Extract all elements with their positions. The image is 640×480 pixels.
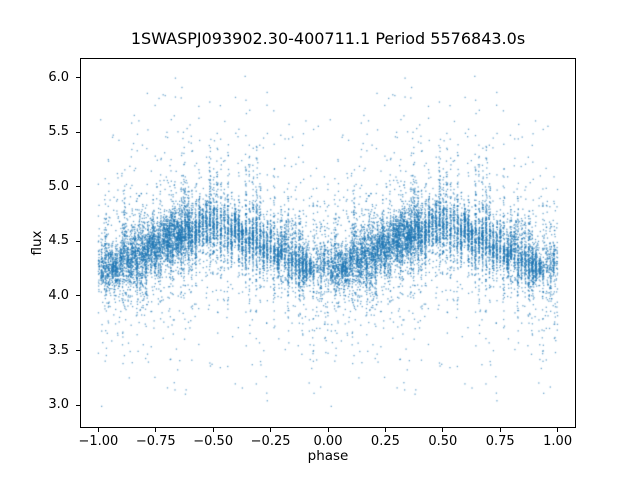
x-tick-label: −1.00 [78,434,119,449]
x-tick-mark [327,428,329,432]
x-tick-mark [270,428,272,432]
x-tick-label: 0.75 [485,434,515,449]
x-tick-label: −0.50 [193,434,234,449]
x-tick-label: 0.00 [313,434,343,449]
y-tick-label: 4.5 [48,233,69,249]
y-tick-mark [76,186,80,188]
x-axis-label: phase [307,448,349,464]
y-tick-label: 4.0 [48,287,69,303]
x-tick-mark [212,428,214,432]
y-tick-mark [76,295,80,297]
y-tick-label: 3.5 [48,342,69,358]
x-tick-mark [499,428,501,432]
x-tick-mark [384,428,386,432]
y-tick-label: 6.0 [48,69,69,85]
x-tick-mark [155,428,157,432]
x-tick-label: 1.00 [543,434,573,449]
y-tick-mark [76,77,80,79]
x-tick-mark [442,428,444,432]
y-tick-mark [76,131,80,133]
y-tick-mark [76,240,80,242]
x-tick-label: −0.75 [135,434,176,449]
x-tick-mark [97,428,99,432]
y-tick-mark [76,404,80,406]
x-tick-label: 0.25 [370,434,400,449]
y-tick-label: 3.0 [48,397,69,413]
chart-title: 1SWASPJ093902.30-400711.1 Period 5576843… [130,29,526,48]
y-tick-mark [76,350,80,351]
y-tick-label: 5.0 [48,178,69,194]
scatter-points-canvas [80,58,576,428]
y-tick-label: 5.5 [48,124,69,140]
x-tick-label: −0.25 [250,434,291,449]
x-tick-mark [557,428,559,432]
x-tick-label: 0.50 [428,434,458,449]
